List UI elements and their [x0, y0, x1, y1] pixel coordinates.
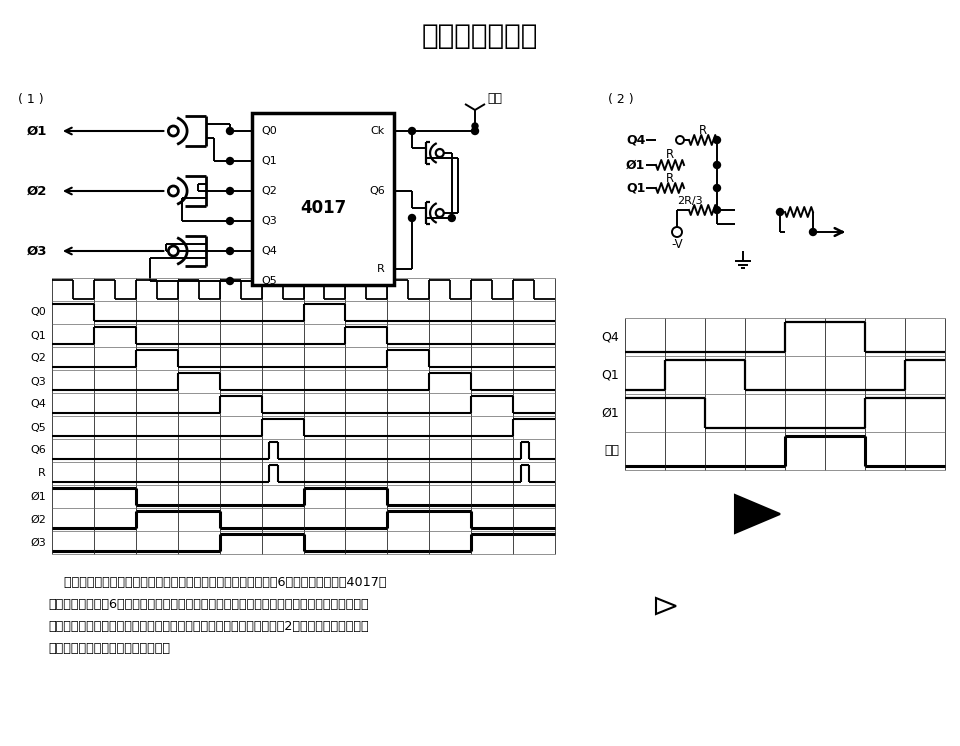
Text: R: R — [38, 468, 46, 478]
Circle shape — [713, 161, 721, 169]
Circle shape — [472, 123, 478, 129]
Text: 正弦波，但整个电路都变得复杂了。: 正弦波，但整个电路都变得复杂了。 — [48, 642, 170, 654]
Text: 输出: 输出 — [604, 445, 619, 457]
Text: Q3: Q3 — [261, 216, 276, 226]
Text: Q1: Q1 — [601, 369, 619, 381]
Circle shape — [809, 228, 817, 236]
Circle shape — [672, 227, 682, 237]
Text: 该电路给出三相方波输出供变速马达起动用。工作很简单，每隔6个时钟脉冲输入，4017计: 该电路给出三相方波输出供变速马达起动用。工作很简单，每隔6个时钟脉冲输入，401… — [48, 575, 387, 589]
Circle shape — [227, 248, 233, 254]
Text: Q0: Q0 — [31, 307, 46, 318]
Text: R: R — [377, 264, 385, 274]
Circle shape — [436, 209, 444, 217]
Text: Q2: Q2 — [261, 186, 276, 196]
Circle shape — [168, 186, 179, 196]
Circle shape — [168, 246, 179, 256]
Text: 三相方波发生器: 三相方波发生器 — [421, 22, 539, 50]
Text: Q4: Q4 — [30, 400, 46, 410]
Bar — [252, 113, 394, 285]
Circle shape — [227, 157, 233, 165]
Text: Q2: Q2 — [30, 354, 46, 363]
Circle shape — [409, 215, 416, 222]
Text: Ø2: Ø2 — [30, 515, 46, 524]
Circle shape — [777, 208, 783, 216]
Circle shape — [227, 187, 233, 195]
Circle shape — [227, 218, 233, 225]
Text: 2R/3: 2R/3 — [678, 196, 703, 206]
Text: Q5: Q5 — [261, 276, 276, 286]
Circle shape — [713, 207, 721, 213]
Circle shape — [227, 128, 233, 134]
Circle shape — [471, 128, 478, 134]
Text: Q1: Q1 — [261, 156, 276, 166]
Text: Ø1: Ø1 — [626, 158, 645, 172]
Text: Ø1: Ø1 — [31, 492, 46, 501]
Text: 但若采用或门也会得到同样的效果。如果需要，该电路还可附加以图（2）所示电路，以产生伪: 但若采用或门也会得到同样的效果。如果需要，该电路还可附加以图（2）所示电路，以产… — [48, 619, 369, 633]
Text: Q4: Q4 — [261, 246, 276, 256]
Text: Ø3: Ø3 — [27, 245, 47, 257]
Text: Q1: Q1 — [31, 330, 46, 340]
Text: Ø3: Ø3 — [31, 538, 46, 548]
Circle shape — [713, 137, 721, 143]
Text: -V: -V — [671, 237, 683, 251]
Text: Ø1: Ø1 — [601, 407, 619, 419]
Text: ( 2 ): ( 2 ) — [608, 93, 634, 107]
Text: Q4: Q4 — [601, 330, 619, 343]
Text: R: R — [666, 172, 674, 184]
Text: Ø1: Ø1 — [27, 125, 47, 137]
Text: Q6: Q6 — [31, 445, 46, 456]
Text: R: R — [699, 124, 708, 137]
Text: 4017: 4017 — [300, 198, 347, 216]
Text: Ø2: Ø2 — [27, 184, 47, 198]
Circle shape — [168, 126, 179, 136]
Text: Ck: Ck — [371, 126, 385, 136]
Text: Q3: Q3 — [31, 377, 46, 386]
Text: R: R — [666, 148, 674, 161]
Text: 时钟: 时钟 — [487, 92, 502, 104]
Circle shape — [676, 136, 684, 144]
Text: 数器便同步复位。6个输出经过组合给出所需的波形。值得波意的是，虽然图中所示为或非门，: 数器便同步复位。6个输出经过组合给出所需的波形。值得波意的是，虽然图中所示为或非… — [48, 598, 369, 610]
Circle shape — [713, 184, 721, 192]
Polygon shape — [735, 495, 780, 533]
Text: Q1: Q1 — [626, 181, 645, 195]
Circle shape — [436, 149, 444, 157]
Circle shape — [448, 215, 455, 222]
Circle shape — [409, 128, 416, 134]
Text: Q5: Q5 — [31, 422, 46, 433]
Circle shape — [227, 278, 233, 284]
Text: Q4: Q4 — [626, 134, 645, 146]
Text: Q0: Q0 — [261, 126, 276, 136]
Text: ( 1 ): ( 1 ) — [18, 93, 43, 107]
Text: Q6: Q6 — [370, 186, 385, 196]
